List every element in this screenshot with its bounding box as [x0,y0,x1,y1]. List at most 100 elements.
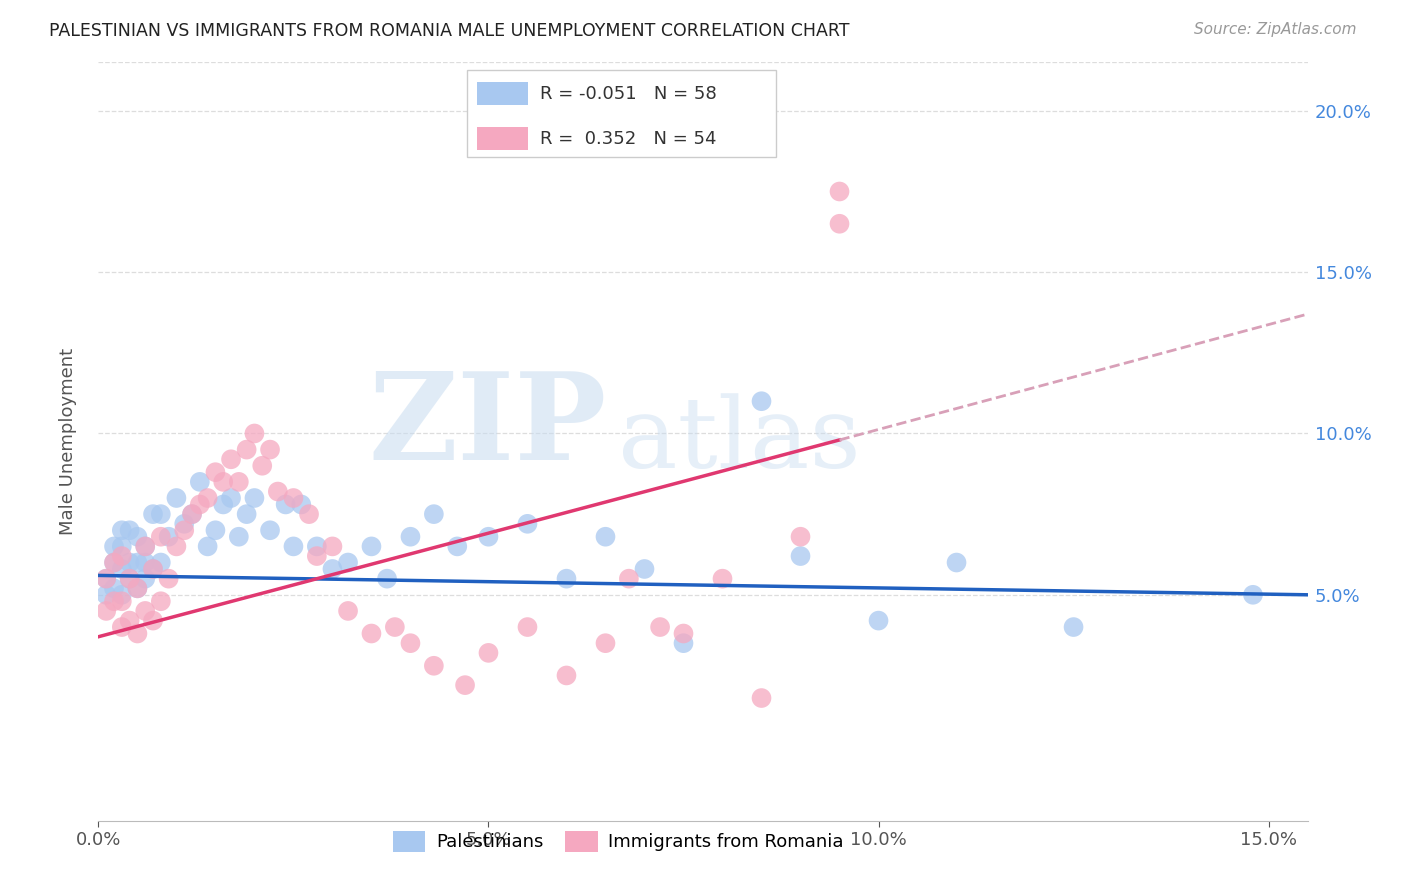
Point [243,491,266,505]
Point [283,540,305,554]
Point [134,540,156,554]
Point [384,620,406,634]
Point [181,507,204,521]
Point [360,626,382,640]
Point [423,507,446,521]
Point [173,523,195,537]
Point [142,507,165,521]
Point [219,491,242,505]
Point [142,562,165,576]
Point [134,556,156,570]
Point [945,556,967,570]
Point [633,562,655,576]
Text: R = -0.051   N = 58: R = -0.051 N = 58 [540,85,717,103]
Point [118,614,141,628]
Point [446,540,468,554]
Point [212,475,235,489]
Point [516,516,538,531]
Point [103,594,125,608]
Point [337,556,360,570]
Point [235,442,257,457]
Point [868,614,890,628]
Point [111,540,134,554]
Text: PALESTINIAN VS IMMIGRANTS FROM ROMANIA MALE UNEMPLOYMENT CORRELATION CHART: PALESTINIAN VS IMMIGRANTS FROM ROMANIA M… [49,22,849,40]
Point [555,668,578,682]
Point [360,540,382,554]
FancyBboxPatch shape [467,70,776,157]
Point [118,556,141,570]
Point [111,594,134,608]
Point [103,556,125,570]
Text: ZIP: ZIP [368,368,606,485]
Point [243,426,266,441]
Point [259,523,281,537]
Point [204,523,226,537]
Point [711,572,734,586]
Point [516,620,538,634]
Point [337,604,360,618]
Point [118,523,141,537]
Point [235,507,257,521]
Point [399,636,422,650]
Point [321,540,343,554]
Point [212,498,235,512]
Point [228,475,250,489]
Point [259,442,281,457]
Point [142,562,165,576]
Point [197,540,219,554]
Point [477,530,499,544]
Point [274,498,297,512]
Point [399,530,422,544]
Point [454,678,477,692]
Point [173,516,195,531]
Point [149,507,172,521]
Point [617,572,640,586]
Point [96,572,118,586]
Legend: Palestinians, Immigrants from Romania: Palestinians, Immigrants from Romania [384,822,853,861]
Point [157,572,180,586]
Point [188,475,211,489]
Y-axis label: Male Unemployment: Male Unemployment [59,348,77,535]
Point [290,498,312,512]
Point [672,626,695,640]
Point [1241,588,1264,602]
Point [204,465,226,479]
Point [149,530,172,544]
Point [165,540,187,554]
Point [96,588,118,602]
Point [103,556,125,570]
Point [375,572,398,586]
Point [267,484,290,499]
Point [118,572,141,586]
Point [477,646,499,660]
FancyBboxPatch shape [477,128,527,151]
Point [595,530,617,544]
Point [111,620,134,634]
Point [1063,620,1085,634]
Point [149,594,172,608]
Point [149,556,172,570]
Point [111,562,134,576]
Point [134,572,156,586]
Point [252,458,274,473]
Point [127,626,149,640]
Point [228,530,250,544]
FancyBboxPatch shape [477,82,527,105]
Point [219,452,242,467]
Text: R =  0.352   N = 54: R = 0.352 N = 54 [540,130,716,148]
Point [648,620,671,634]
Point [96,572,118,586]
Point [828,217,851,231]
Point [789,530,811,544]
Point [96,604,118,618]
Point [127,530,149,544]
Point [103,582,125,596]
Point [555,572,578,586]
Point [111,549,134,563]
Point [423,658,446,673]
Point [828,185,851,199]
Point [305,540,328,554]
Point [188,498,211,512]
Point [142,614,165,628]
Point [111,523,134,537]
